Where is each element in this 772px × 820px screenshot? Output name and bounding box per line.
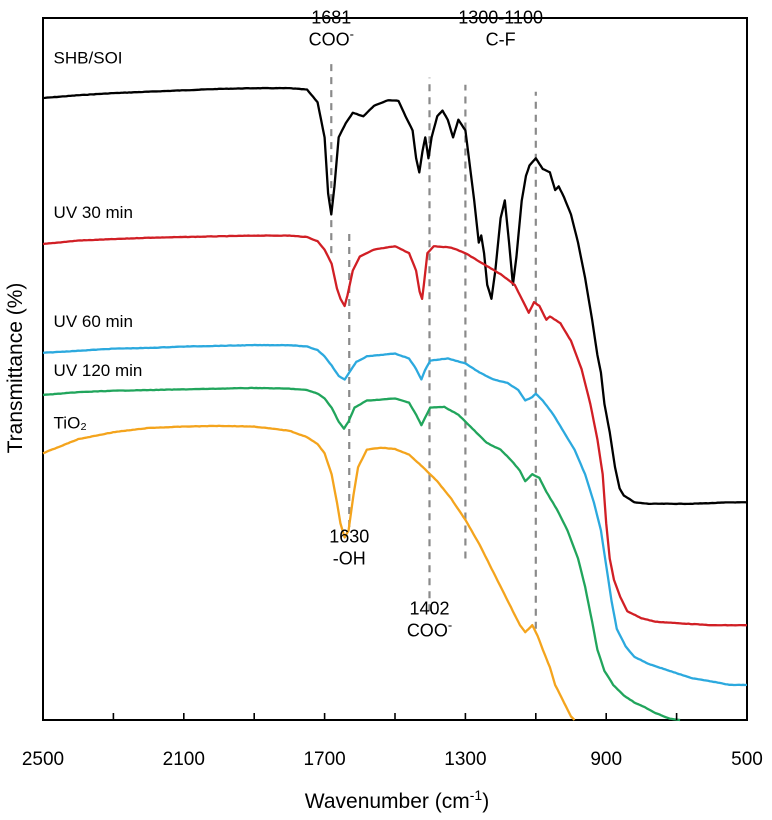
plot-border <box>42 17 748 721</box>
series-label-4: TiO₂ <box>54 414 87 433</box>
series-label-2: UV 60 min <box>54 312 133 331</box>
series-label-3: UV 120 min <box>54 361 143 380</box>
annotation-0: 1681 COO- <box>309 8 354 50</box>
series-line-0 <box>42 86 748 506</box>
x-axis-title: Wavenumber (cm-1) <box>305 787 489 813</box>
series-labels: SHB/SOI UV 30 min UV 60 min UV 120 min TiO₂ <box>54 49 143 433</box>
series-line-4 <box>42 424 576 721</box>
x-tick-label: 1700 <box>303 749 345 770</box>
x-axis-title-sup: -1 <box>470 787 483 803</box>
series-lines <box>42 86 748 722</box>
series-label-1: UV 30 min <box>54 203 133 222</box>
y-axis-title: Transmittance (%) <box>4 283 27 454</box>
plot-frame <box>42 17 748 721</box>
annotation-2: 1630 -OH <box>329 526 369 568</box>
x-tick-label: 2100 <box>163 749 205 770</box>
x-axis: 2500 2100 1700 1300 900 500 <box>22 713 763 770</box>
x-axis-title-close: ) <box>482 790 489 813</box>
series-line-2 <box>42 343 748 687</box>
series-line-1 <box>42 234 748 627</box>
annotation-1: 1300-1100 C-F <box>458 8 543 50</box>
x-axis-title-main: Wavenumber (cm <box>305 790 470 813</box>
reference-lines <box>330 63 537 629</box>
peak-annotations: 1681 COO- 1300-1100 C-F 1630 -OH 1402 COO- <box>309 8 543 641</box>
x-tick-label: 2500 <box>22 749 64 770</box>
x-tick-label: 900 <box>590 749 622 770</box>
x-tick-label: 1300 <box>444 749 486 770</box>
series-label-0: SHB/SOI <box>54 49 123 68</box>
series-line-3 <box>42 386 681 722</box>
x-tick-label: 500 <box>731 749 763 770</box>
annotation-3: 1402 COO- <box>407 599 452 641</box>
